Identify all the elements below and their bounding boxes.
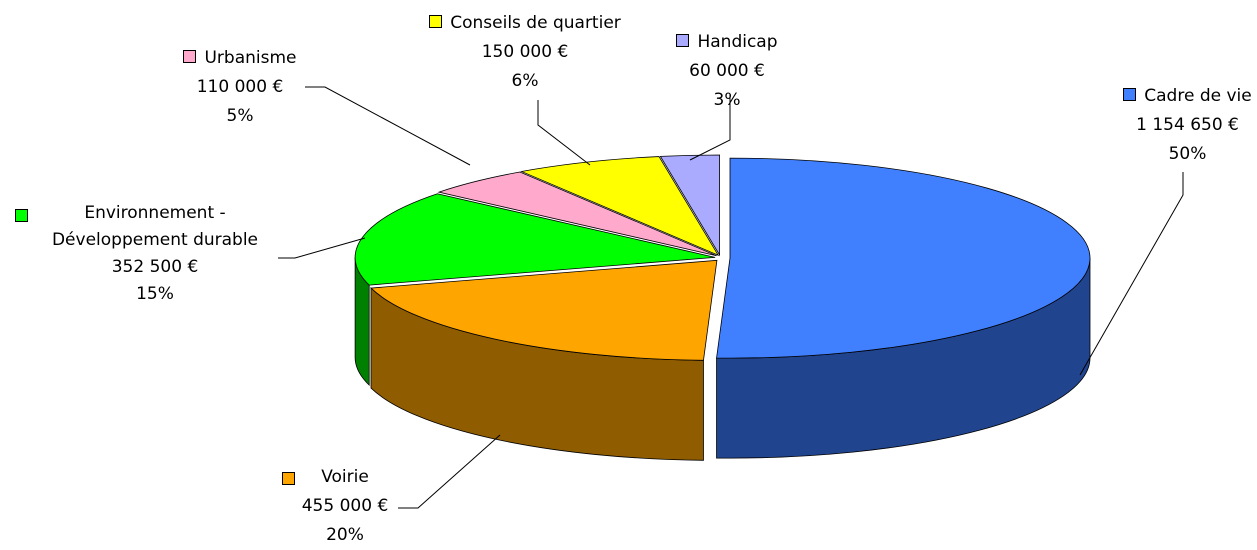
legend-swatch [15,209,28,222]
legend-swatch [429,15,443,28]
slice [437,171,717,257]
value-label: 150 000 € [481,42,569,62]
leader-line [305,86,471,166]
value-label: 455 000 € [301,496,389,516]
category-label: Cadre de vie [1144,86,1252,106]
percent-label: 15% [136,284,174,304]
value-label: 60 000 € [689,61,765,81]
value-label: 352 500 € [111,257,199,277]
category-label: Handicap [697,32,778,52]
leader-line [689,95,731,161]
slice [520,156,720,257]
percent-label: 50% [1168,144,1207,164]
legend-swatch [1123,88,1137,101]
data-label: Voirie 455 000 € 20% [270,463,420,550]
percent-label: 6% [511,71,539,91]
category-label: Conseils de quartier [450,13,621,33]
legend-swatch [676,34,690,47]
value-label: 110 000 € [196,77,284,97]
data-label: Handicap 60 000 € 3% [662,28,792,115]
slice [659,154,720,257]
leader-line [537,100,591,166]
percent-label: 3% [713,90,741,110]
slice [370,259,718,361]
leader-line [278,237,366,259]
leader-line [398,434,501,509]
data-label: Urbanisme 110 000 € 5% [170,44,310,131]
category-label: Voirie [321,467,369,487]
percent-label: 20% [326,525,364,545]
percent-label: 5% [226,106,254,126]
leader-line [1079,172,1184,376]
value-label: 1 154 650 € [1136,115,1239,135]
slice [354,193,716,286]
data-label: Environnement - Développement durable 352… [10,200,280,308]
category-label: Environnement - Développement durable [51,203,259,250]
data-label: Cadre de vie 1 154 650 € 50% [1105,82,1257,169]
data-label: Conseils de quartier 150 000 € 6% [425,9,625,96]
slice [716,157,1091,359]
category-label: Urbanisme [204,48,297,68]
legend-swatch [282,472,295,485]
legend-swatch [183,50,197,63]
